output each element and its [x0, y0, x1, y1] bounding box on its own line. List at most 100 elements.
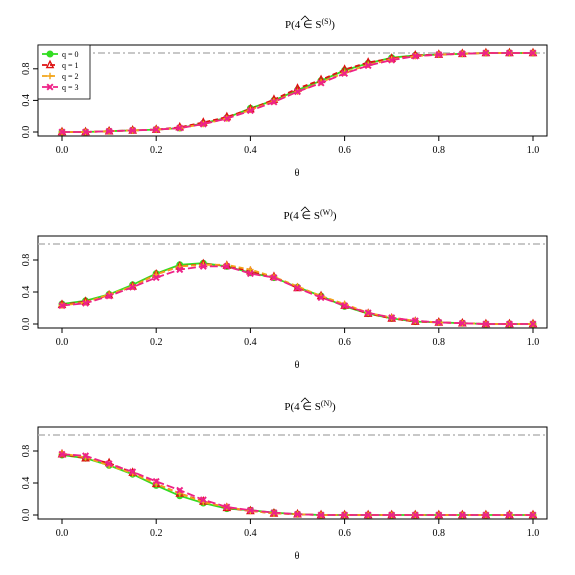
data-point [105, 460, 113, 468]
data-point [246, 506, 254, 514]
series-3 [58, 262, 537, 328]
data-point [105, 292, 113, 300]
data-point [341, 70, 349, 78]
series-line [61, 453, 533, 516]
data-point [152, 477, 160, 485]
title-symbol: S [315, 19, 321, 31]
data-point [247, 266, 254, 273]
data-point [317, 79, 325, 87]
x-axis-label: θ [295, 360, 300, 371]
legend-marker [45, 59, 55, 69]
data-point [58, 128, 66, 136]
chart-title: P(4 ∈ S(W)) [283, 208, 336, 222]
x-tick-label: 1.0 [527, 528, 540, 539]
x-tick-label: 0.8 [433, 337, 446, 348]
data-point [223, 115, 231, 123]
y-tick-label: 0.0 [21, 126, 32, 139]
x-axis-label: θ [295, 551, 300, 562]
chart-title: P(4 ∈ S(N)) [284, 399, 336, 413]
series-2 [58, 261, 537, 328]
title-symbol: S [315, 401, 321, 413]
data-point [505, 511, 513, 519]
data-point [341, 511, 349, 519]
series-2 [58, 450, 537, 519]
data-point [317, 294, 325, 302]
chart-panel-2: P(4 ∈ S(W)) 0.0 0.2 0.4 0.6 0.8 1.0 0.0 0.4 0.8 θ [21, 206, 548, 371]
data-point [529, 511, 537, 519]
data-point [293, 88, 302, 96]
data-point [458, 511, 466, 519]
x-tick-label: 1.0 [527, 145, 540, 156]
data-point [129, 126, 137, 134]
data-point [388, 56, 396, 64]
series-line [61, 263, 533, 325]
x-axis-label: θ [295, 168, 300, 179]
title-superscript: (W) [320, 208, 333, 217]
title-superscript: (N) [321, 399, 332, 408]
series-line [61, 454, 533, 516]
title-hat-icon [300, 397, 310, 403]
data-point [411, 52, 419, 60]
x-tick-label: 0.0 [56, 528, 69, 539]
x-tick-label: 0.6 [338, 528, 351, 539]
data-point [482, 511, 490, 519]
data-point [317, 511, 325, 519]
title-superscript: (S) [322, 17, 332, 26]
title-prefix: P(4 ∈ [285, 19, 315, 31]
y-tick-label: 0.0 [21, 509, 32, 522]
data-point [270, 509, 278, 517]
title-suffix: ) [332, 401, 336, 413]
y-tick-label: 0.0 [21, 318, 32, 331]
title-hat-icon [300, 206, 310, 212]
chart-panel-1: P(4 ∈ S(S)) 0.0 0.2 0.4 0.6 0.8 1.0 0.0 0.4 0.8 θ q… [21, 15, 548, 179]
x-tick-label: 0.2 [150, 337, 163, 348]
data-point [458, 50, 466, 58]
legend-label: q = 2 [62, 72, 79, 81]
data-point [364, 62, 372, 70]
data-point [223, 503, 231, 511]
data-point [176, 124, 184, 132]
data-point [505, 320, 513, 328]
series-line [62, 52, 533, 133]
data-point [176, 266, 184, 274]
data-point [482, 49, 490, 57]
legend-label: q = 1 [62, 61, 79, 70]
chart-title: P(4 ∈ S(S)) [285, 17, 335, 31]
data-point [105, 127, 113, 135]
data-point [223, 262, 231, 270]
data-point [199, 496, 207, 504]
legend-marker [46, 50, 54, 58]
x-tick-label: 0.0 [56, 145, 69, 156]
series-0 [58, 451, 537, 519]
data-point [293, 510, 302, 518]
title-prefix: P(4 ∈ [283, 210, 313, 222]
title-symbol: S [314, 210, 320, 222]
data-point [58, 450, 66, 458]
data-point [270, 274, 278, 282]
data-point [341, 302, 349, 310]
data-point [82, 128, 90, 136]
plot-frame [37, 426, 548, 520]
series-line [61, 452, 533, 516]
y-tick-label: 0.4 [21, 94, 32, 107]
x-tick-label: 0.8 [433, 145, 446, 156]
x-tick-label: 0.8 [433, 528, 446, 539]
data-point [388, 314, 396, 322]
series-3 [58, 49, 537, 136]
y-tick-label: 0.8 [21, 63, 32, 76]
data-point [246, 270, 254, 278]
series-0 [58, 259, 537, 328]
data-point [129, 283, 137, 291]
data-point [529, 320, 537, 328]
data-point [82, 452, 90, 460]
series-line [61, 262, 533, 325]
data-point [152, 274, 160, 282]
x-tick-label: 1.0 [527, 337, 540, 348]
data-point [364, 511, 372, 519]
x-tick-label: 0.0 [56, 337, 69, 348]
data-point [293, 284, 302, 292]
x-tick-label: 0.4 [244, 145, 257, 156]
data-point [435, 511, 443, 519]
data-point [246, 107, 254, 115]
